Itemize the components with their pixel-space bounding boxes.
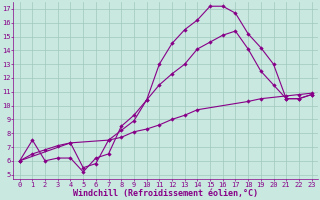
X-axis label: Windchill (Refroidissement éolien,°C): Windchill (Refroidissement éolien,°C)	[73, 189, 258, 198]
